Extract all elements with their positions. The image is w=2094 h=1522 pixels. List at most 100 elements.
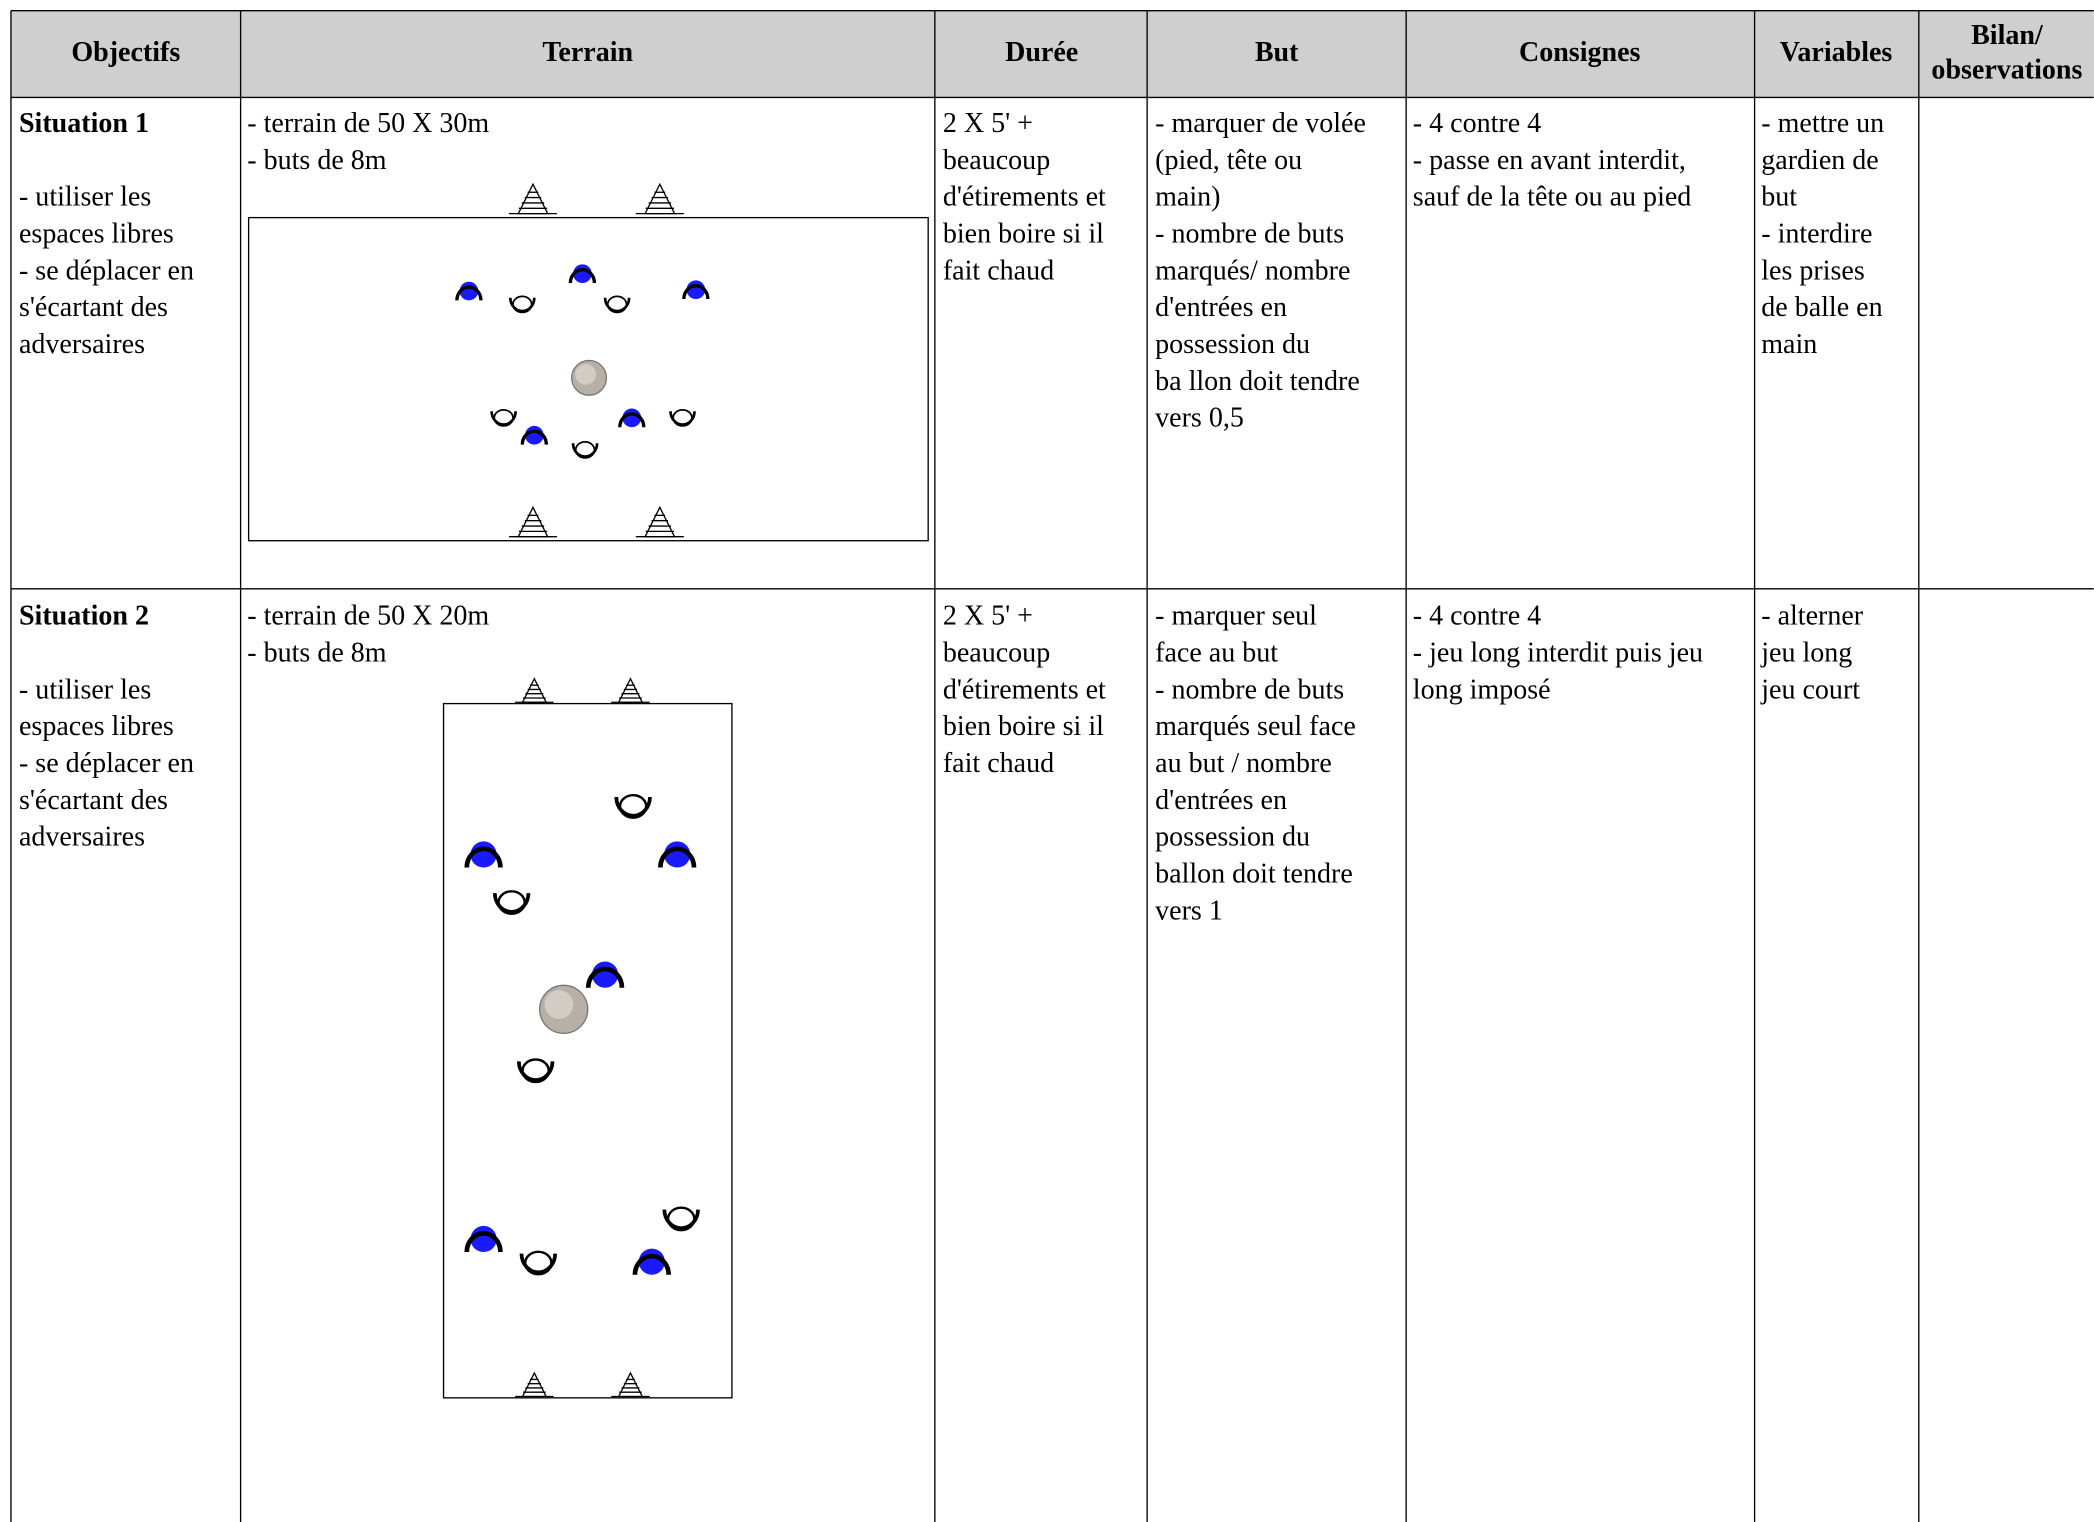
cone [521,677,548,703]
ball-shade [575,363,597,385]
cell-text: - interdire [1761,218,1872,249]
field-diagram-2 [442,702,733,1399]
white-player-outline [571,443,599,458]
blue-player-outline [464,1231,503,1253]
cell-text: s'écartant des [19,785,168,816]
white-player-outline [662,1209,700,1231]
cell-text: de balle en [1761,292,1882,323]
cone [617,677,644,703]
cell-text: d'entrées en [1155,785,1287,816]
blue-player-outline [658,846,697,868]
header-cell: But [1255,37,1299,68]
field-diagram-1 [247,216,929,542]
cell-text: main [1761,329,1817,360]
cell-text: - utiliser les [19,182,151,213]
cell-text: - terrain de 50 X 30m [247,108,489,139]
cell-text: - marquer seul [1155,601,1317,632]
cell-text: ballon doit tendre [1155,859,1353,890]
cone [644,182,676,215]
cell-text: - alterner [1761,601,1864,632]
blue-player-outline [618,412,646,428]
white-player-outline [614,796,652,818]
cell-text: - nombre de buts [1155,218,1344,249]
cone [517,505,549,538]
cell-text: but [1761,182,1797,213]
cell-text: espaces libres [19,711,174,742]
cell-text: espaces libres [19,218,174,249]
white-player-outline [516,1061,555,1082]
blue-player-outline [464,846,503,868]
blue-player-outline [520,429,549,445]
cell-text: bien boire si il [943,218,1104,249]
cell-text: - terrain de 50 X 20m [247,601,489,632]
header-cell: Bilan/ [1971,20,2044,51]
cell-text: beaucoup [943,637,1050,668]
cell-text: possession du [1155,329,1310,360]
white-player-outline [669,411,696,426]
cell-text: - buts de 8m [247,145,386,176]
cell-text: - 4 contre 4 [1413,601,1541,632]
cell-text: face au but [1155,637,1278,668]
white-player-outline [519,1253,558,1275]
cone [644,505,676,538]
field-sketches [455,182,710,1398]
cell-text: d'entrées en [1155,292,1287,323]
cell-text: (pied, tête ou [1155,145,1302,176]
cell-text: - 4 contre 4 [1413,108,1541,139]
header-cell: Terrain [542,37,633,68]
cell-text: - utiliser les [19,674,151,705]
white-player-outline [603,297,631,313]
header-cell: Consignes [1519,37,1641,68]
cell-text: gardien de [1761,145,1878,176]
cell-text: marqués seul face [1155,711,1356,742]
white-player-outline [508,297,536,313]
cell-text: - passe en avant interdit, [1413,145,1686,176]
cell-text: marqués/ nombre [1155,255,1350,286]
cell-text: - mettre un [1761,108,1884,139]
cell-text: long imposé [1413,674,1551,705]
cell-text: possession du [1155,822,1310,853]
cell-text: - se déplacer en [19,255,194,286]
cell-text: 2 X 5' + [943,108,1033,139]
cone [517,182,549,215]
header-cell: Variables [1780,37,1893,68]
cell-text: - marquer de volée [1155,108,1366,139]
cell-text: d'étirements et [943,674,1106,705]
cell-text: fait chaud [943,748,1054,779]
blue-player-outline [682,284,710,300]
header-cell: Objectifs [71,37,180,68]
cell-text: sauf de la tête ou au pied [1413,182,1692,213]
cell-text: adversaires [19,822,145,853]
cell-text: vers 1 [1155,895,1223,926]
cell-text: les prises [1761,255,1864,286]
table-grid [10,10,2094,1522]
cell-text: adversaires [19,329,145,360]
cell-text: main) [1155,182,1220,213]
cell-text: d'étirements et [943,182,1106,213]
cell-text: au but / nombre [1155,748,1332,779]
blue-player-outline [585,966,625,988]
cell-text: beaucoup [943,145,1050,176]
cell-text: jeu court [1760,674,1860,705]
cell-text: s'écartant des [19,292,168,323]
cell-text: - nombre de buts [1155,674,1344,705]
situation-title: Situation 1 [19,108,149,139]
cell-text: bien boire si il [943,711,1104,742]
situation-title: Situation 2 [19,601,149,632]
cell-text: jeu long [1760,637,1852,668]
cone [617,1371,644,1398]
cell-text: - se déplacer en [19,748,194,779]
ball-shade [544,990,574,1019]
header-cell: Durée [1005,37,1078,68]
header-cell: observations [1931,55,2082,86]
blue-player-outline [568,268,597,284]
blue-player-outline [632,1253,671,1275]
cell-text: vers 0,5 [1155,403,1244,434]
cone [521,1371,548,1398]
cell-text: fait chaud [943,255,1054,286]
cell-text: - jeu long interdit puis jeu [1413,637,1703,668]
cell-text: - buts de 8m [247,637,386,668]
header-background [10,10,2094,98]
